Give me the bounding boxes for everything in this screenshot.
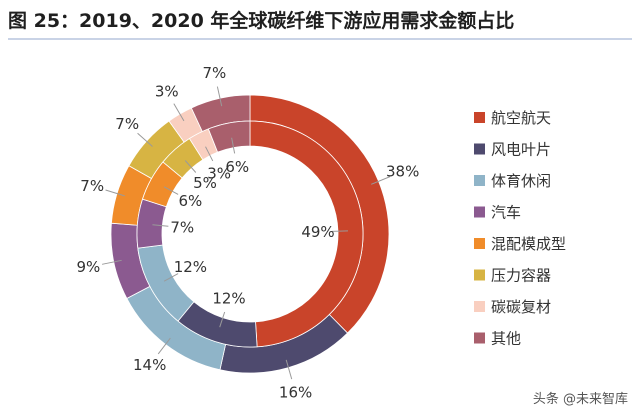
inner-label-3: 7% xyxy=(170,219,194,237)
legend-swatch-1 xyxy=(474,143,485,155)
inner-slice-7 xyxy=(207,120,251,153)
legend-swatch-7 xyxy=(474,332,485,344)
percentage-labels: 38%16%14%9%7%7%3%7%49%12%12%7%6%5%3%6% xyxy=(77,64,420,402)
inner-leader-0 xyxy=(331,230,348,232)
title-divider xyxy=(8,38,632,40)
outer-label-6: 3% xyxy=(155,83,179,101)
legend-label-0: 航空航天 xyxy=(491,109,551,127)
inner-leader-7 xyxy=(231,137,236,154)
inner-label-0: 49% xyxy=(301,223,334,241)
legend-label-4: 混配模成型 xyxy=(491,235,566,253)
outer-leader-0 xyxy=(371,176,390,185)
legend-swatch-0 xyxy=(474,112,485,123)
outer-label-1: 16% xyxy=(279,384,312,402)
outer-leader-4 xyxy=(105,189,125,197)
inner-leader-2 xyxy=(163,273,179,282)
legend-label-2: 体育休闲 xyxy=(491,172,551,190)
inner-label-2: 12% xyxy=(174,258,207,276)
watermark: 头条 @未来智库 xyxy=(532,392,628,407)
legend-label-5: 压力容器 xyxy=(491,267,551,285)
legend-swatch-4 xyxy=(474,238,485,249)
legend-swatch-5 xyxy=(474,269,485,281)
outer-label-0: 38% xyxy=(386,163,419,181)
inner-leader-3 xyxy=(152,224,169,227)
inner-label-6: 3% xyxy=(207,164,231,182)
inner-leader-6 xyxy=(205,146,214,162)
inner-label-1: 12% xyxy=(212,290,245,308)
outer-label-5: 7% xyxy=(115,115,139,133)
outer-leader-1 xyxy=(285,359,293,380)
legend-label-7: 其他 xyxy=(491,330,521,348)
inner-label-4: 6% xyxy=(179,192,203,210)
outer-leader-3 xyxy=(101,259,122,265)
inner-leader-1 xyxy=(219,311,226,328)
legend-label-6: 碳碳复材 xyxy=(491,298,551,316)
inner-label-5: 5% xyxy=(193,174,217,192)
figure-title: 图 25：2019、2020 年全球碳纤维下游应用需求金额占比 xyxy=(8,10,515,32)
outer-label-4: 7% xyxy=(80,177,104,195)
inner-ring xyxy=(136,120,364,348)
legend-swatch-2 xyxy=(474,175,485,186)
inner-label-7: 6% xyxy=(225,158,249,176)
inner-leader-4 xyxy=(163,186,179,195)
outer-leader-6 xyxy=(173,103,185,122)
outer-label-7: 7% xyxy=(203,64,227,82)
outer-label-2: 14% xyxy=(133,356,166,374)
inner-slice-3 xyxy=(136,198,167,249)
outer-leader-5 xyxy=(137,132,153,147)
leader-lines xyxy=(101,86,390,380)
outer-label-3: 9% xyxy=(77,258,101,276)
legend-swatch-3 xyxy=(474,206,485,218)
outer-leader-2 xyxy=(157,337,171,355)
inner-slice-0 xyxy=(249,120,364,348)
inner-leader-5 xyxy=(184,160,197,173)
legend-label-3: 汽车 xyxy=(491,204,521,222)
outer-leader-7 xyxy=(216,86,223,107)
legend-label-1: 风电叶片 xyxy=(491,141,551,159)
legend-swatch-6 xyxy=(474,301,485,312)
